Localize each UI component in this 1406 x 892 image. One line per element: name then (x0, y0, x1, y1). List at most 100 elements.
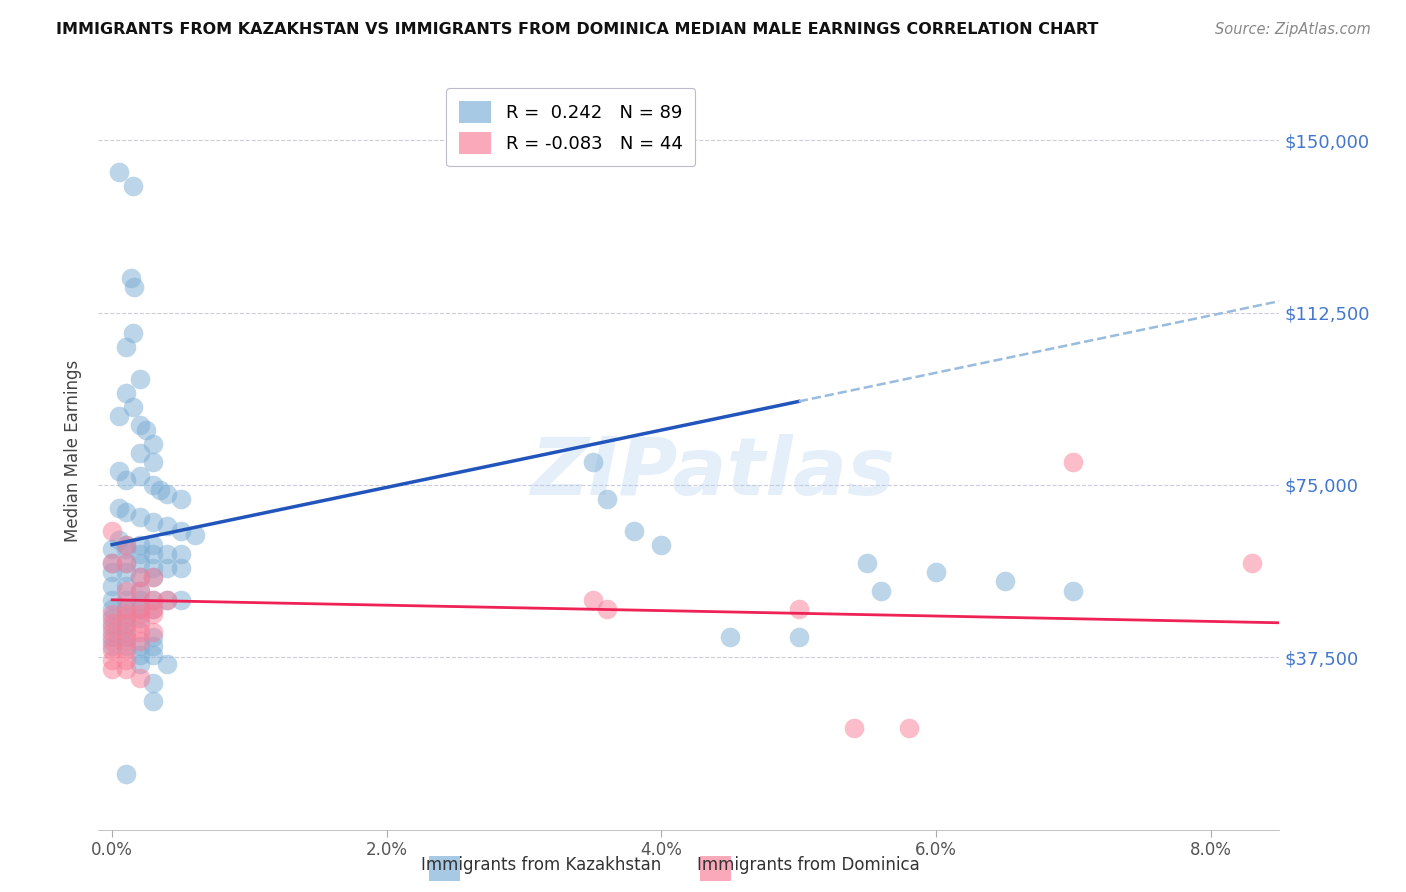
Point (156, 592, 179, 607)
Point (787, 630, 810, 644)
Point (101, 607, 124, 621)
Point (101, 639, 124, 653)
Point (115, 634, 138, 648)
Point (128, 583, 150, 598)
Point (115, 624, 138, 639)
Point (128, 602, 150, 616)
Point (108, 500, 131, 515)
Text: Immigrants from Dominica: Immigrants from Dominica (697, 855, 920, 873)
Point (1062, 455, 1084, 469)
Point (115, 607, 138, 621)
Point (128, 639, 150, 653)
Point (115, 583, 138, 598)
Point (870, 583, 893, 598)
Point (101, 630, 124, 644)
Point (128, 592, 150, 607)
Point (115, 602, 138, 616)
Point (595, 491, 617, 506)
Point (115, 506, 138, 520)
Point (142, 592, 165, 607)
Point (142, 602, 165, 616)
Text: IMMIGRANTS FROM KAZAKHSTAN VS IMMIGRANTS FROM DOMINICA MEDIAN MALE EARNINGS CORR: IMMIGRANTS FROM KAZAKHSTAN VS IMMIGRANTS… (56, 22, 1098, 37)
Point (128, 446, 150, 460)
Point (142, 630, 165, 644)
Point (128, 418, 150, 433)
Point (142, 639, 165, 653)
Point (101, 602, 124, 616)
Point (156, 519, 179, 533)
Point (718, 630, 741, 644)
Point (128, 570, 150, 584)
Legend: R =  0.242   N = 89, R = -0.083   N = 44: R = 0.242 N = 89, R = -0.083 N = 44 (446, 88, 696, 166)
Point (115, 611, 138, 625)
Point (101, 592, 124, 607)
Point (183, 528, 205, 542)
Point (142, 602, 165, 616)
Point (156, 657, 179, 672)
Point (101, 579, 124, 593)
Point (156, 547, 179, 561)
Point (582, 592, 605, 607)
Point (128, 583, 150, 598)
Point (128, 671, 150, 685)
Point (115, 340, 138, 354)
Point (128, 556, 150, 570)
Point (101, 662, 124, 676)
Point (142, 436, 165, 450)
Point (582, 455, 605, 469)
Point (115, 538, 138, 552)
Point (115, 630, 138, 644)
Point (115, 556, 138, 570)
Point (115, 767, 138, 781)
Point (142, 455, 165, 469)
Point (170, 491, 193, 506)
Point (128, 602, 150, 616)
Point (142, 675, 165, 690)
Point (142, 694, 165, 708)
Point (142, 607, 165, 621)
Point (122, 280, 145, 294)
Text: ZIPatlas: ZIPatlas (530, 434, 896, 512)
Point (128, 468, 150, 483)
Point (128, 648, 150, 662)
Point (115, 473, 138, 487)
Point (121, 326, 143, 341)
Point (897, 722, 920, 736)
Point (115, 542, 138, 557)
Point (156, 560, 179, 574)
Point (128, 624, 150, 639)
Point (115, 662, 138, 676)
Point (595, 602, 617, 616)
Point (115, 643, 138, 657)
Point (925, 566, 948, 580)
Point (149, 483, 172, 497)
Point (128, 634, 150, 648)
Point (170, 560, 193, 574)
Point (128, 547, 150, 561)
Point (121, 400, 143, 414)
Point (120, 271, 142, 285)
Point (994, 574, 1017, 589)
Point (115, 639, 138, 653)
Point (787, 602, 810, 616)
Point (170, 524, 193, 538)
Y-axis label: Median Male Earnings: Median Male Earnings (65, 359, 83, 541)
Point (101, 620, 124, 634)
Point (101, 542, 124, 557)
Point (142, 478, 165, 492)
Point (842, 722, 865, 736)
Point (142, 592, 165, 607)
Point (128, 611, 150, 625)
Point (115, 579, 138, 593)
Point (156, 487, 179, 501)
Point (101, 624, 124, 639)
Point (115, 615, 138, 630)
Point (156, 592, 179, 607)
Point (142, 538, 165, 552)
Point (108, 165, 131, 179)
Point (142, 515, 165, 529)
Point (142, 648, 165, 662)
Point (101, 634, 124, 648)
Point (142, 624, 165, 639)
Point (108, 464, 131, 478)
